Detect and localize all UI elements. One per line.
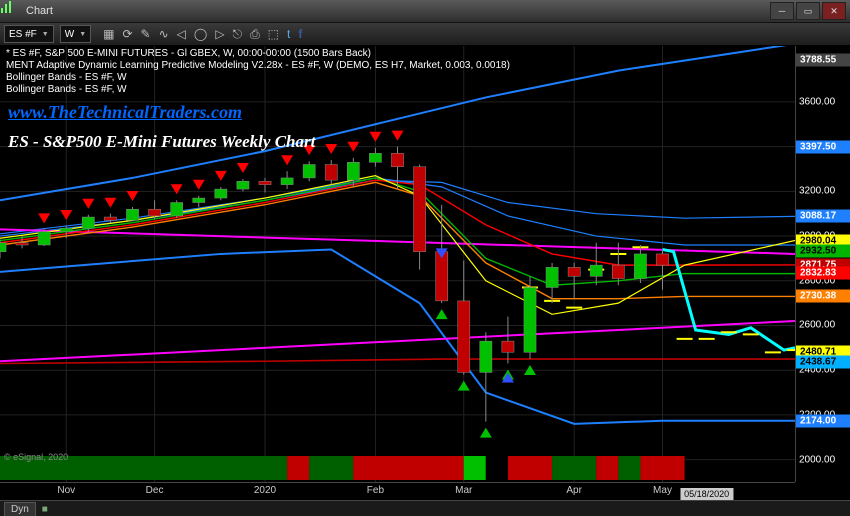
chevron-down-icon: ▼ xyxy=(79,31,86,38)
copyright-text: © eSignal, 2020 xyxy=(4,452,68,462)
app-chart-icon xyxy=(4,2,22,20)
y-tick: 2600.00 xyxy=(799,320,835,331)
window-title: Chart xyxy=(26,5,53,17)
play-icon[interactable]: ◯ xyxy=(194,27,207,42)
toolbar-icons: ▦ ⟳ ✎ ∿ ◁ ◯ ▷ ⎋ ⎙ ⬚ t f xyxy=(103,27,302,42)
cursor-date-label: 05/18/2020 xyxy=(680,488,733,500)
chevron-down-icon: ▼ xyxy=(42,31,49,38)
y-tick: 2000.00 xyxy=(799,454,835,465)
chart-type-icon[interactable]: ▦ xyxy=(103,27,114,42)
info-line: * ES #F, S&P 500 E-MINI FUTURES - Gl GBE… xyxy=(6,48,510,60)
tab-dyn[interactable]: Dyn xyxy=(4,502,36,516)
close-button[interactable]: ✕ xyxy=(822,2,846,20)
symbol-value: ES #F xyxy=(9,29,37,40)
play-back-icon[interactable]: ◁ xyxy=(177,27,186,42)
snapshot-icon[interactable]: ⎙ xyxy=(250,27,260,42)
y-price-label: 3088.17 xyxy=(796,210,850,223)
twitter-icon[interactable]: t xyxy=(287,27,290,42)
draw-icon[interactable]: ∿ xyxy=(159,27,169,42)
x-tick: Nov xyxy=(57,485,75,496)
facebook-icon[interactable]: f xyxy=(298,27,302,42)
link-icon[interactable]: ⎋ xyxy=(233,27,243,42)
window-controls: ─ ▭ ✕ xyxy=(770,2,846,20)
minimize-button[interactable]: ─ xyxy=(770,2,794,20)
x-axis: Nov Dec 2020 Feb Mar Apr May 05/18/2020 xyxy=(0,482,795,500)
y-price-label: 2438.67 xyxy=(796,355,850,368)
refresh-icon[interactable]: ⟳ xyxy=(122,27,132,42)
info-overlay: * ES #F, S&P 500 E-MINI FUTURES - Gl GBE… xyxy=(6,48,510,96)
chart-plot[interactable]: * ES #F, S&P 500 E-MINI FUTURES - Gl GBE… xyxy=(0,46,795,482)
watermark-link[interactable]: www.TheTechnicalTraders.com xyxy=(8,102,242,123)
y-price-label: 2832.83 xyxy=(796,267,850,280)
info-line: Bollinger Bands - ES #F, W xyxy=(6,84,510,96)
play-fwd-icon[interactable]: ▷ xyxy=(215,27,224,42)
info-line: MENT Adaptive Dynamic Learning Predictiv… xyxy=(6,60,510,72)
y-price-label: 3788.55 xyxy=(796,53,850,66)
x-tick: Feb xyxy=(367,485,384,496)
maximize-button[interactable]: ▭ xyxy=(796,2,820,20)
x-tick: May xyxy=(653,485,672,496)
interval-value: W xyxy=(65,29,74,40)
y-axis: 2000.002200.002400.002600.002800.003000.… xyxy=(795,46,850,482)
x-tick: Apr xyxy=(566,485,582,496)
symbol-select[interactable]: ES #F ▼ xyxy=(4,25,54,43)
y-price-label: 2932.50 xyxy=(796,245,850,258)
save-icon[interactable]: ⬚ xyxy=(268,27,279,42)
chart-subtitle: ES - S&P500 E-Mini Futures Weekly Chart xyxy=(8,132,315,152)
y-tick: 3200.00 xyxy=(799,186,835,197)
interval-select[interactable]: W ▼ xyxy=(60,25,91,43)
x-tick: 2020 xyxy=(254,485,276,496)
toolbar: ES #F ▼ W ▼ ▦ ⟳ ✎ ∿ ◁ ◯ ▷ ⎋ ⎙ ⬚ t f xyxy=(0,23,850,46)
y-price-label: 2174.00 xyxy=(796,414,850,427)
y-price-label: 2730.38 xyxy=(796,290,850,303)
window-titlebar: Chart ─ ▭ ✕ xyxy=(0,0,850,23)
x-tick: Dec xyxy=(146,485,164,496)
x-tick: Mar xyxy=(455,485,472,496)
settings-icon[interactable]: ✎ xyxy=(141,27,151,42)
info-line: Bollinger Bands - ES #F, W xyxy=(6,72,510,84)
y-price-label: 3397.50 xyxy=(796,141,850,154)
status-bar: Dyn ■ xyxy=(0,500,850,516)
y-tick: 3600.00 xyxy=(799,96,835,107)
chart-area: * ES #F, S&P 500 E-MINI FUTURES - Gl GBE… xyxy=(0,46,850,500)
legend-box-icon: ■ xyxy=(42,504,48,515)
